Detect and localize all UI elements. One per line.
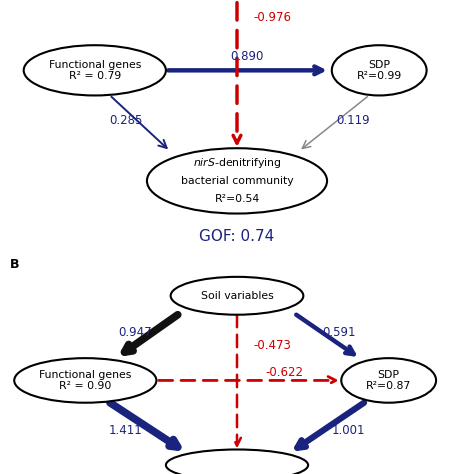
Ellipse shape [14, 358, 156, 403]
FancyArrowPatch shape [159, 376, 336, 384]
Text: 0.119: 0.119 [337, 114, 370, 127]
FancyArrowPatch shape [233, 315, 241, 446]
Text: B: B [9, 258, 19, 271]
Text: 0.591: 0.591 [322, 326, 356, 339]
FancyArrowPatch shape [111, 97, 167, 148]
Ellipse shape [147, 148, 327, 213]
Text: -0.976: -0.976 [254, 11, 292, 24]
FancyArrowPatch shape [233, 0, 241, 143]
Text: 1.411: 1.411 [109, 424, 143, 437]
Text: -0.622: -0.622 [265, 366, 303, 379]
FancyArrowPatch shape [302, 97, 367, 148]
FancyArrowPatch shape [110, 403, 178, 447]
Text: 1.001: 1.001 [332, 424, 365, 437]
Text: -0.473: -0.473 [254, 339, 292, 352]
Ellipse shape [332, 45, 427, 95]
Text: Functional genes
R² = 0.90: Functional genes R² = 0.90 [39, 370, 131, 391]
Text: 0.285: 0.285 [109, 114, 142, 127]
Ellipse shape [341, 358, 436, 403]
Text: R²=0.54: R²=0.54 [214, 194, 260, 204]
Text: SDP
R²=0.87: SDP R²=0.87 [366, 370, 411, 391]
Text: bacterial community: bacterial community [181, 176, 293, 186]
Text: Functional genes
R² = 0.79: Functional genes R² = 0.79 [49, 60, 141, 81]
FancyArrowPatch shape [296, 315, 354, 354]
Ellipse shape [171, 277, 303, 315]
FancyArrowPatch shape [168, 66, 322, 74]
Text: GOF: 0.74: GOF: 0.74 [200, 228, 274, 244]
Ellipse shape [24, 45, 166, 95]
FancyArrowPatch shape [297, 403, 364, 448]
Text: SDP
R²=0.99: SDP R²=0.99 [356, 60, 402, 81]
Text: $\mathit{nirS}$-denitrifying: $\mathit{nirS}$-denitrifying [192, 155, 282, 170]
Text: Soil variables: Soil variables [201, 291, 273, 301]
FancyArrowPatch shape [125, 315, 178, 352]
Text: 0.890: 0.890 [230, 50, 263, 63]
Text: 0.947: 0.947 [118, 326, 152, 339]
Ellipse shape [166, 449, 308, 474]
